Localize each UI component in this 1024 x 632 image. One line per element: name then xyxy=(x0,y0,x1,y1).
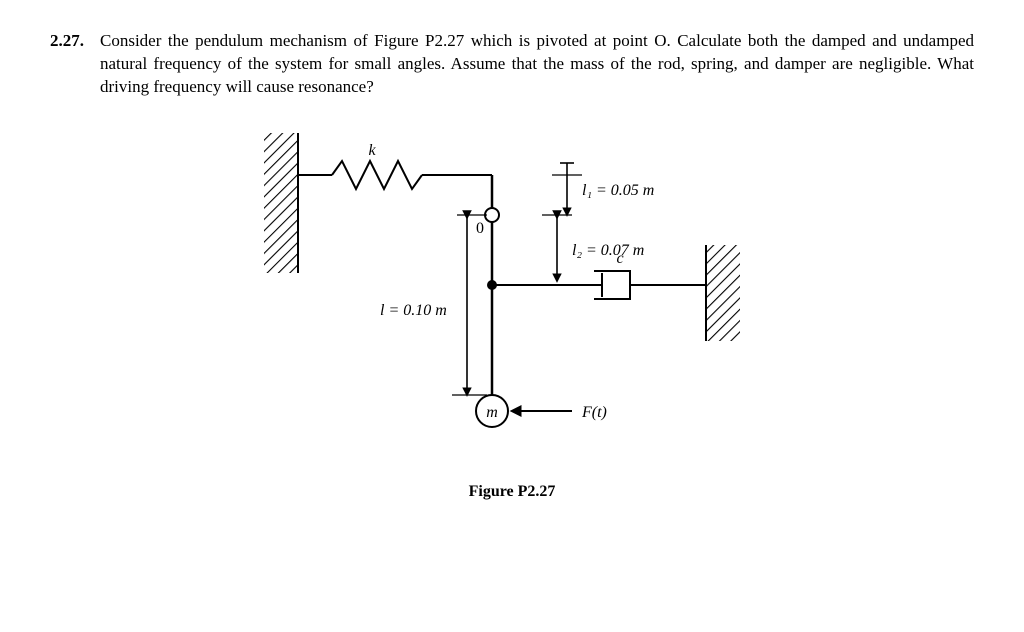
F-label: F(t) xyxy=(581,404,607,421)
pivot xyxy=(485,208,499,222)
figure-svg: k 0 c m F(t) l₁ = 0.05 m l₂ = 0.07 m l = xyxy=(232,115,792,475)
problem-number: 2.27. xyxy=(50,30,92,53)
m-label: m xyxy=(486,404,498,421)
l-dimension xyxy=(452,215,487,395)
l1-label: l₁ = 0.05 m xyxy=(582,182,654,199)
spring xyxy=(298,161,492,189)
problem-block: 2.27. Consider the pendulum mechanism of… xyxy=(50,30,974,99)
l2-label: l₂ = 0.07 m xyxy=(572,242,644,259)
l1-dimension xyxy=(552,163,582,215)
O-label: 0 xyxy=(476,220,484,237)
damper xyxy=(492,271,706,299)
l2-dimension xyxy=(542,215,572,281)
right-wall xyxy=(706,245,740,341)
l-label: l = 0.10 m xyxy=(380,302,447,319)
figure: k 0 c m F(t) l₁ = 0.05 m l₂ = 0.07 m l = xyxy=(50,115,974,503)
left-wall xyxy=(264,133,298,273)
figure-caption: Figure P2.27 xyxy=(50,481,974,503)
problem-text: Consider the pendulum mechanism of Figur… xyxy=(100,30,974,99)
k-label: k xyxy=(368,142,376,159)
